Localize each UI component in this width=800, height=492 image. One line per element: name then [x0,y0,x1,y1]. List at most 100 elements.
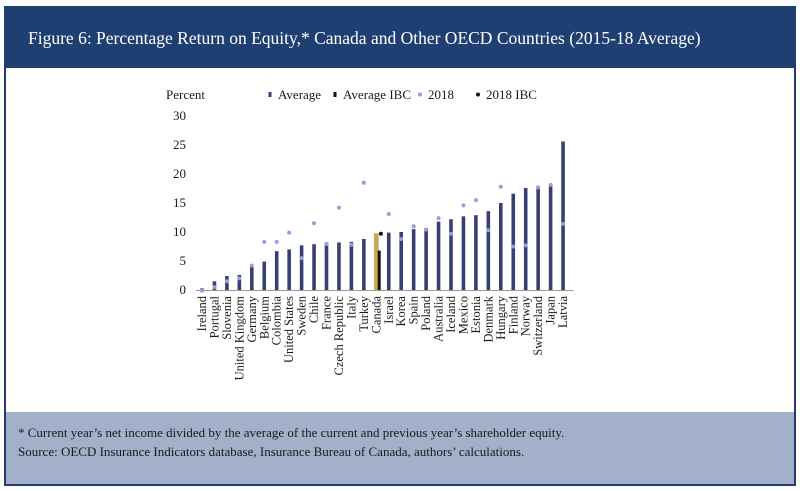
marker-2018 [523,243,528,248]
y-tick-label: 5 [180,253,187,268]
legend-label: 2018 [428,87,454,102]
y-tick-label: 20 [173,166,186,181]
marker-2018 [274,239,279,244]
x-tick-label: Australia [432,296,446,342]
x-tick-label: Spain [407,295,421,324]
bar-average [523,187,528,290]
x-tick-label: Switzerland [531,295,545,355]
bar-canada-highlight [373,233,379,290]
bar-average-ibc [377,250,381,290]
bar-average [237,274,242,290]
marker-2018 [498,184,503,189]
y-tick-label: 30 [173,108,186,123]
legend-label: 2018 IBC [486,87,537,102]
marker-2018 [312,221,317,226]
x-tick-label: Israel [382,295,396,323]
y-tick-label: 0 [180,282,187,297]
x-tick-label: Korea [394,296,408,327]
legend-swatch [418,92,422,97]
bar-average [324,242,329,290]
bar-average [337,242,341,290]
marker-2018 [336,205,341,210]
marker-2018 [200,288,204,293]
bar-average [424,227,428,290]
x-tick-label: Poland [419,295,433,330]
x-tick-label: Colombia [270,296,284,346]
x-tick-label: Mexico [456,296,470,334]
bar-average [474,215,478,290]
y-axis-label: Percent [166,87,205,102]
legend-label: Average [278,87,321,102]
bar-average [399,232,403,290]
marker-2018 [536,185,541,190]
x-tick-label: Hungary [494,295,508,339]
legend-swatch [333,92,337,97]
bar-average [299,245,304,290]
x-tick-label: Finland [506,295,520,334]
bar-average [250,266,254,290]
x-tick-label: Denmark [481,295,495,342]
bar-average [561,141,565,290]
legend-swatch [476,92,480,97]
marker-2018 [548,183,553,188]
figure-title: Figure 6: Percentage Return on Equity,* … [6,8,794,68]
marker-2018 [561,221,566,226]
bar-average [436,221,441,290]
marker-2018 [399,236,404,241]
x-tick-label: Chile [307,296,321,324]
x-tick-label: United States [282,296,296,363]
bar-average [461,216,466,290]
bar-average [536,186,540,290]
bar-average [449,219,453,290]
marker-2018 [262,239,267,244]
x-tick-label: Ireland [195,295,209,331]
x-tick-label: Belgium [257,296,271,339]
footnote-area: * Current year’s net income divided by t… [6,412,794,484]
marker-2018 [411,224,416,229]
bar-average [511,193,516,290]
marker-2018 [212,285,217,290]
x-tick-label: Portugal [207,295,221,338]
x-tick-label: Japan [544,295,558,324]
bar-average [499,203,503,290]
marker-2018 [424,227,429,232]
bar-average [274,251,279,290]
bar-average [386,232,391,290]
x-tick-label: Estonia [469,296,483,334]
x-tick-label: Sweden [295,295,309,335]
x-tick-label: Latvia [556,296,570,328]
x-tick-label: Czech Republic [332,296,346,376]
marker-2018-ibc [378,231,383,236]
x-tick-label: France [320,296,334,330]
x-tick-label: Germany [245,295,259,342]
x-tick-label: Norway [519,295,533,336]
marker-2018 [473,198,478,203]
x-tick-label: United Kingdom [232,296,246,381]
marker-2018 [324,242,329,247]
y-tick-label: 25 [173,137,186,152]
marker-2018 [461,203,466,208]
bar-average [312,244,316,290]
marker-2018 [299,256,304,261]
x-tick-label: Canada [369,296,383,334]
legend-swatch [268,92,272,97]
x-tick-label: Iceland [444,295,458,333]
x-tick-label: Turkey [357,295,371,331]
bar-average [548,184,553,290]
bar-average [362,238,366,290]
y-tick-label: 10 [173,224,186,239]
marker-2018 [486,228,491,233]
marker-2018 [449,231,453,236]
figure-frame: Figure 6: Percentage Return on Equity,* … [4,6,796,486]
bar-average [262,261,267,290]
marker-2018 [349,242,354,247]
footnote-text: * Current year’s net income divided by t… [18,425,565,440]
marker-2018 [249,263,254,268]
x-tick-label: Italy [344,295,358,319]
bar-average [349,241,354,290]
marker-2018 [386,212,391,217]
marker-2018 [436,216,441,221]
marker-2018 [224,279,229,284]
legend-label: Average IBC [343,87,411,102]
